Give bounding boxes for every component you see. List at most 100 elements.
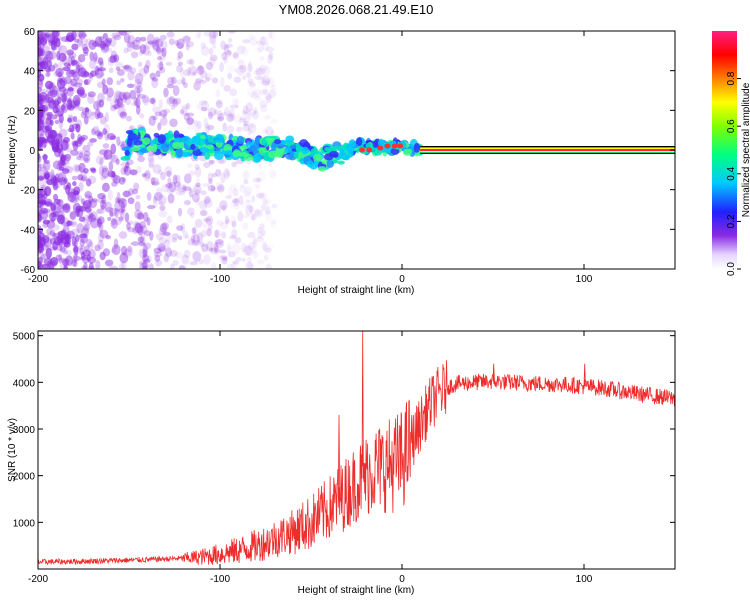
noise-blob — [47, 96, 54, 104]
noise-blob — [38, 175, 45, 181]
noise-blob — [116, 191, 121, 203]
noise-blob — [106, 96, 112, 102]
signal-blob — [293, 152, 300, 158]
noise-blob — [61, 93, 67, 104]
noise-blob — [98, 99, 105, 108]
signal-hotspot — [397, 143, 404, 149]
noise-blob — [228, 113, 237, 121]
noise-blob — [58, 246, 64, 252]
noise-blob — [220, 255, 228, 260]
noise-blob — [38, 46, 44, 57]
signal-blob — [224, 150, 234, 156]
noise-blob — [211, 77, 219, 84]
noise-blob — [221, 257, 228, 265]
noise-blob — [38, 80, 43, 86]
noise-blob — [122, 91, 131, 101]
signal-blob — [213, 150, 224, 160]
y-tick-label: 60 — [24, 27, 36, 38]
noise-blob — [91, 128, 96, 136]
noise-blob — [160, 171, 166, 181]
noise-blob — [101, 167, 110, 179]
noise-blob — [214, 245, 220, 255]
noise-blob — [78, 216, 86, 222]
noise-blob — [102, 143, 110, 149]
noise-blob — [157, 243, 166, 252]
noise-blob — [67, 116, 75, 124]
noise-blob — [68, 69, 77, 75]
signal-blob — [290, 144, 297, 149]
noise-blob — [157, 122, 162, 131]
noise-blob — [96, 198, 105, 203]
noise-blob — [208, 34, 217, 45]
noise-blob — [231, 220, 237, 228]
noise-blob — [107, 59, 115, 67]
noise-blob — [256, 177, 262, 183]
noise-blob — [253, 70, 259, 76]
noise-blob — [102, 84, 109, 95]
noise-blob — [109, 207, 118, 217]
noise-blob — [171, 237, 178, 243]
signal-blob — [378, 138, 385, 148]
noise-blob — [100, 200, 107, 211]
noise-blob — [120, 209, 125, 221]
noise-blob — [113, 34, 122, 41]
noise-blob — [137, 236, 145, 243]
noise-blob — [38, 97, 46, 105]
noise-blob — [42, 154, 48, 161]
noise-blob — [83, 207, 93, 213]
noise-blob — [204, 196, 211, 205]
noise-blob — [242, 214, 250, 219]
noise-blob — [109, 152, 116, 163]
noise-blob — [148, 97, 156, 104]
noise-blob — [257, 227, 262, 233]
spectrogram-ylabel: Frequency (Hz) — [7, 116, 18, 185]
noise-blob — [49, 89, 58, 98]
noise-blob — [47, 65, 56, 72]
noise-blob — [74, 196, 80, 203]
noise-blob — [206, 124, 215, 131]
noise-blob — [56, 77, 64, 83]
noise-blob — [223, 106, 230, 116]
noise-blob — [114, 200, 121, 212]
noise-blob — [53, 236, 63, 246]
noise-blob — [140, 234, 146, 246]
noise-blob — [139, 262, 148, 269]
noise-blob — [65, 249, 72, 256]
noise-blob — [203, 31, 213, 37]
noise-blob — [70, 78, 78, 87]
noise-blob — [246, 256, 252, 264]
noise-blob — [41, 253, 46, 260]
noise-blob — [100, 202, 108, 208]
x-tick-label: 100 — [576, 574, 593, 585]
noise-blob — [83, 167, 89, 174]
noise-blob — [141, 94, 150, 104]
noise-blob — [257, 45, 265, 53]
noise-blob — [155, 47, 165, 53]
noise-blob — [187, 66, 192, 77]
noise-blob — [176, 56, 181, 61]
noise-blob — [72, 115, 78, 123]
noise-blob — [96, 99, 102, 110]
noise-blob — [251, 248, 257, 254]
noise-blob — [183, 173, 192, 184]
noise-blob — [132, 39, 142, 46]
noise-blob — [151, 39, 160, 50]
noise-blob — [180, 223, 186, 233]
noise-blob — [48, 83, 55, 91]
noise-blob — [165, 183, 173, 189]
signal-hotspot — [377, 145, 384, 151]
noise-blob — [214, 239, 224, 245]
noise-blob — [226, 244, 232, 254]
noise-blob — [168, 95, 175, 104]
noise-blob — [187, 238, 195, 246]
noise-blob — [69, 124, 74, 133]
noise-blob — [261, 128, 269, 134]
noise-blob — [44, 124, 50, 134]
noise-blob — [110, 154, 119, 163]
y-tick-label: 1000 — [13, 518, 36, 529]
colorbar-ticks: 0.0 0.2 0.4 0.6 0.8 — [726, 71, 741, 276]
signal-blob — [214, 133, 224, 143]
noise-blob — [48, 99, 55, 110]
noise-blob — [139, 36, 147, 42]
